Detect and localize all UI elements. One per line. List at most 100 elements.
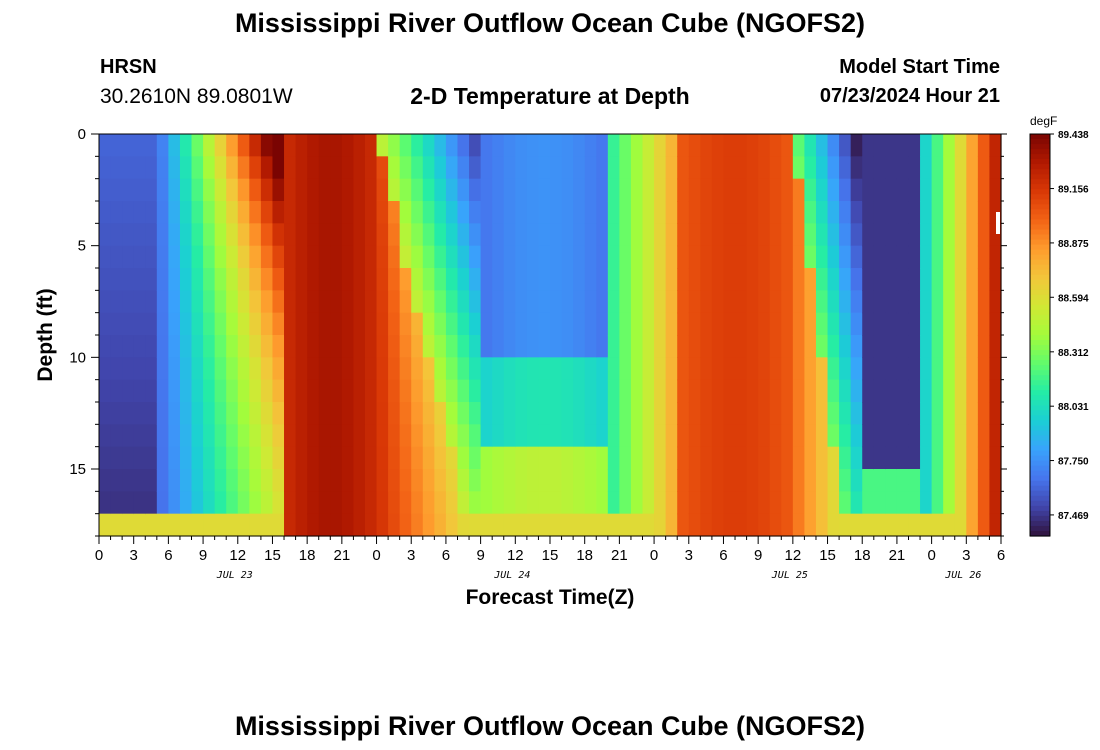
heatmap-cell [411,268,424,291]
heatmap-cell [469,312,482,336]
heatmap-cell [411,379,424,403]
heatmap-cell [272,402,285,425]
heatmap-cell [792,134,806,157]
heatmap-cell [711,245,725,269]
colorbar-segment [1030,440,1050,447]
heatmap-cell [700,357,713,381]
heatmap-cell [943,134,956,157]
heatmap-cell [388,312,401,336]
heatmap-cell [295,469,308,492]
heatmap-cell [908,491,921,515]
heatmap-cell [827,469,840,492]
heatmap-cell [341,201,355,224]
heatmap-cell [746,156,759,180]
heatmap-cell [642,379,655,403]
heatmap-cell [411,402,424,425]
heatmap-cell [561,245,574,269]
heatmap-cell [550,178,563,202]
heatmap-cell [445,223,459,247]
heatmap-cell [376,491,389,515]
heatmap-cell [619,335,632,358]
heatmap-cell [503,312,516,336]
heatmap-cell [573,178,586,202]
heatmap-cell [191,245,204,269]
heatmap-cell [873,446,886,470]
heatmap-cell [619,268,632,291]
heatmap-cell [399,424,412,448]
heatmap-cell [584,446,597,470]
heatmap-cell [133,178,146,202]
heatmap-cell [677,178,690,202]
heatmap-cell [943,178,956,202]
heatmap-cell [364,513,378,537]
heatmap-cell [364,134,378,157]
colorbar-segment [1030,365,1050,371]
heatmap-cell [145,513,158,537]
heatmap-cell [920,491,933,515]
heatmap-cell [492,245,505,269]
heatmap-cell [815,491,829,515]
heatmap-cell [260,402,274,425]
heatmap-cell [503,513,516,537]
heatmap-cell [584,201,597,224]
colorbar-segment [1030,410,1050,416]
heatmap-cell [850,469,863,492]
colorbar: 89.43889.15688.87588.59488.31288.03187.7… [1029,130,1089,537]
heatmap-cell [376,469,389,492]
heatmap-cell [133,357,146,381]
colorbar-segment [1030,324,1050,331]
heatmap-cell [700,424,713,448]
heatmap-cell [156,424,169,448]
heatmap-cell [850,223,863,247]
heatmap-cell [538,223,551,247]
x-tick-label: 3 [962,547,970,564]
heatmap-cell [896,491,910,515]
heatmap-cell [873,469,886,492]
heatmap-cell [341,156,355,180]
colorbar-segment [1030,309,1050,316]
heatmap-cell [526,402,540,425]
colorbar-tick-label: 89.438 [1058,130,1089,141]
heatmap-cell [99,201,112,224]
heatmap-cell [110,156,123,180]
heatmap-cell [133,156,146,180]
heatmap-cell [168,223,181,247]
heatmap-cell [203,268,216,291]
heatmap-cell [596,379,609,403]
heatmap-cell [168,201,181,224]
heatmap-cell [99,245,112,269]
x-tick-label: 0 [372,547,380,564]
heatmap-cell [376,134,389,157]
heatmap-cell [943,446,956,470]
heatmap-cell [596,335,609,358]
heatmap-cell [596,402,609,425]
heatmap-cell [642,402,655,425]
heatmap-cell [492,424,505,448]
heatmap-cell [515,134,528,157]
heatmap-cell [249,178,262,202]
heatmap-cell [422,134,435,157]
heatmap-cell [203,312,216,336]
heatmap-cell [873,312,886,336]
heatmap-cell [203,469,216,492]
heatmap-cell [711,290,725,314]
heatmap-cell [399,357,412,381]
heatmap-cell [654,290,667,314]
heatmap-cell [295,424,308,448]
heatmap-cell [457,491,470,515]
heatmap-cell [630,268,644,291]
heatmap-cell [376,245,389,269]
heatmap-cell [272,446,285,470]
heatmap-cell [954,357,967,381]
heatmap-cell [515,357,528,381]
heatmap-cell [145,268,158,291]
heatmap-cell [711,201,725,224]
heatmap-cell [145,178,158,202]
heatmap-cell [781,223,794,247]
heatmap-cell [966,245,979,269]
heatmap-cell [480,469,493,492]
heatmap-cell [700,446,713,470]
x-tick-label: 6 [442,547,450,564]
heatmap-cell [399,134,412,157]
heatmap-cell [457,424,470,448]
